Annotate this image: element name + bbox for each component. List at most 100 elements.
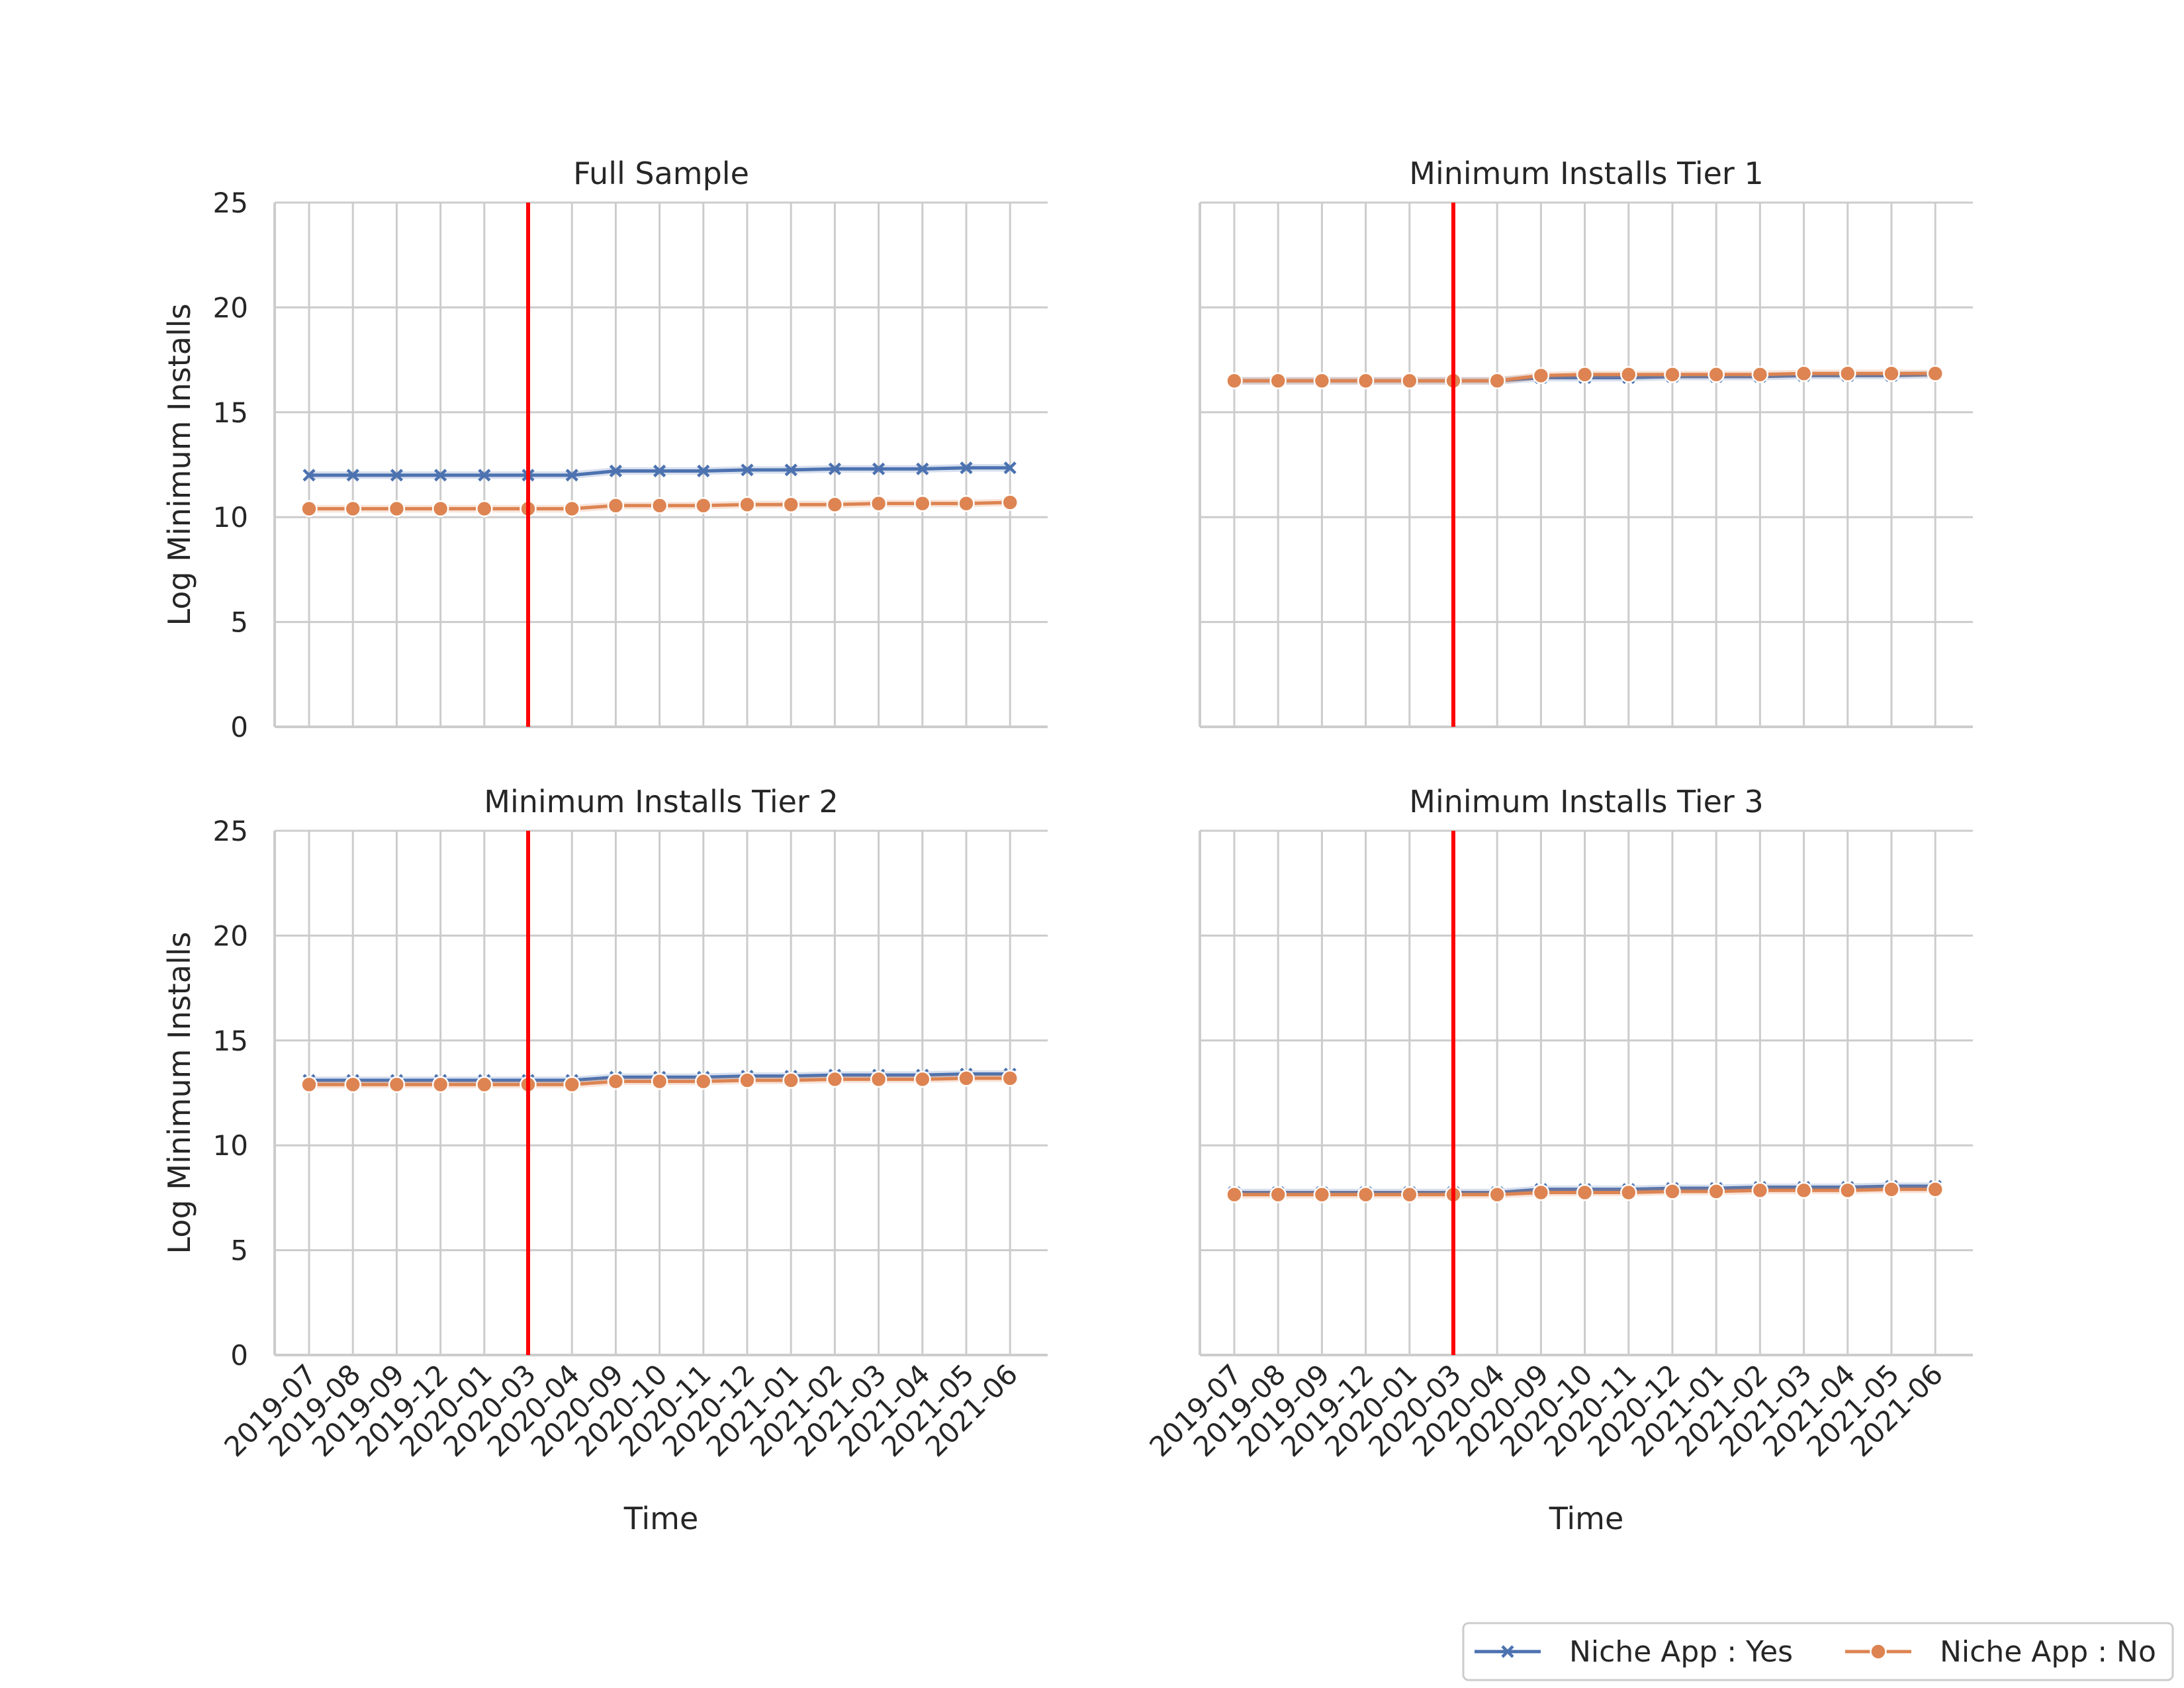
legend-frame bbox=[1462, 1622, 2174, 1681]
data-point bbox=[784, 463, 797, 477]
data-point bbox=[870, 1070, 887, 1088]
data-point bbox=[1664, 1183, 1681, 1200]
data-point bbox=[1707, 366, 1725, 383]
panel-title: Minimum Installs Tier 3 bbox=[1409, 784, 1763, 820]
data-point bbox=[1707, 1183, 1725, 1200]
data-point bbox=[344, 1076, 361, 1094]
data-point bbox=[1532, 367, 1550, 385]
panel-2: Minimum Installs Tier 1 bbox=[1199, 156, 1973, 728]
data-point bbox=[1401, 372, 1418, 390]
x-marker-stroke bbox=[1003, 461, 1017, 475]
x-marker-stroke bbox=[784, 463, 797, 477]
data-point bbox=[1795, 1182, 1813, 1199]
data-point bbox=[1488, 1186, 1506, 1203]
y-tick-label: 10 bbox=[213, 1129, 248, 1162]
y-tick-label: 5 bbox=[230, 1235, 248, 1267]
data-point bbox=[1001, 494, 1019, 511]
data-point bbox=[695, 1072, 712, 1090]
data-point bbox=[434, 469, 447, 482]
data-point bbox=[1313, 372, 1331, 390]
data-point bbox=[958, 494, 975, 512]
panel-title: Minimum Installs Tier 2 bbox=[484, 784, 838, 820]
data-point bbox=[1488, 372, 1506, 390]
data-point bbox=[1927, 1180, 1944, 1198]
data-point bbox=[607, 497, 625, 514]
data-point bbox=[741, 463, 754, 477]
data-point bbox=[1620, 1184, 1637, 1201]
data-point bbox=[344, 500, 361, 518]
data-point bbox=[478, 469, 491, 482]
data-point bbox=[1576, 366, 1594, 383]
data-point bbox=[958, 1070, 975, 1087]
y-tick-label: 10 bbox=[213, 501, 248, 534]
data-point bbox=[872, 462, 886, 475]
data-point bbox=[1927, 365, 1944, 382]
data-point bbox=[914, 494, 931, 512]
x-marker-stroke bbox=[697, 464, 710, 478]
y-tick-label: 25 bbox=[213, 187, 248, 219]
data-point bbox=[1795, 365, 1813, 382]
data-point bbox=[739, 496, 756, 513]
data-point bbox=[1269, 372, 1287, 390]
y-tick-label: 15 bbox=[213, 397, 248, 429]
legend-label: Niche App : Yes bbox=[1569, 1635, 1793, 1669]
data-point bbox=[1269, 1186, 1287, 1203]
series-yes bbox=[302, 461, 1017, 482]
data-point bbox=[609, 464, 622, 478]
x-marker-stroke bbox=[609, 464, 622, 478]
y-tick-label: 20 bbox=[213, 919, 248, 952]
y-tick-label: 0 bbox=[230, 711, 248, 743]
x-marker-stroke bbox=[653, 464, 666, 478]
y-tick-label: 20 bbox=[213, 291, 248, 324]
y-tick-label: 15 bbox=[213, 1025, 248, 1057]
data-point bbox=[739, 1072, 756, 1089]
data-point bbox=[914, 1070, 931, 1088]
data-point bbox=[476, 1076, 493, 1094]
legend-label: Niche App : No bbox=[1940, 1635, 2156, 1669]
x-marker-stroke bbox=[916, 462, 929, 475]
data-point bbox=[1001, 1070, 1019, 1087]
data-point bbox=[1313, 1186, 1331, 1203]
data-point bbox=[1883, 1180, 1900, 1198]
x-marker-stroke bbox=[434, 469, 447, 482]
panel-3: 05101520252019-072019-082019-092019-1220… bbox=[161, 784, 1048, 1536]
data-point bbox=[388, 500, 406, 518]
data-point bbox=[563, 1076, 580, 1094]
data-point bbox=[1003, 461, 1017, 475]
legend-marker bbox=[1501, 1645, 1514, 1658]
data-point bbox=[1226, 372, 1243, 390]
data-point bbox=[828, 462, 841, 475]
panel-title: Minimum Installs Tier 1 bbox=[1409, 156, 1763, 191]
y-axis-label: Log Minimum Installs bbox=[161, 931, 197, 1254]
data-point bbox=[432, 500, 449, 518]
x-marker-stroke bbox=[478, 469, 491, 482]
y-tick-label: 5 bbox=[230, 606, 248, 639]
x-marker-stroke bbox=[565, 469, 578, 482]
data-point bbox=[826, 496, 844, 513]
data-point bbox=[1839, 365, 1856, 382]
data-point bbox=[1751, 366, 1769, 383]
panel-title: Full Sample bbox=[573, 156, 749, 191]
x-marker-stroke bbox=[872, 462, 886, 475]
data-point bbox=[651, 1072, 668, 1090]
series-no bbox=[1226, 365, 1944, 390]
data-point bbox=[1357, 372, 1375, 390]
data-point bbox=[476, 500, 493, 518]
data-point bbox=[782, 496, 799, 513]
series-no bbox=[300, 1070, 1019, 1094]
data-point bbox=[390, 469, 403, 482]
series-no bbox=[1226, 1180, 1944, 1203]
data-point bbox=[1664, 366, 1681, 383]
x-marker-stroke bbox=[960, 461, 973, 475]
x-marker-stroke bbox=[390, 469, 403, 482]
y-tick-label: 0 bbox=[230, 1339, 248, 1372]
legend-entry-yes: Niche App : Yes bbox=[1475, 1635, 1793, 1669]
x-axis-label: Time bbox=[623, 1501, 699, 1536]
data-point bbox=[695, 497, 712, 514]
data-point bbox=[388, 1076, 406, 1094]
data-point bbox=[916, 462, 929, 475]
data-point bbox=[1751, 1182, 1769, 1199]
data-point bbox=[653, 464, 666, 478]
data-point bbox=[346, 469, 359, 482]
